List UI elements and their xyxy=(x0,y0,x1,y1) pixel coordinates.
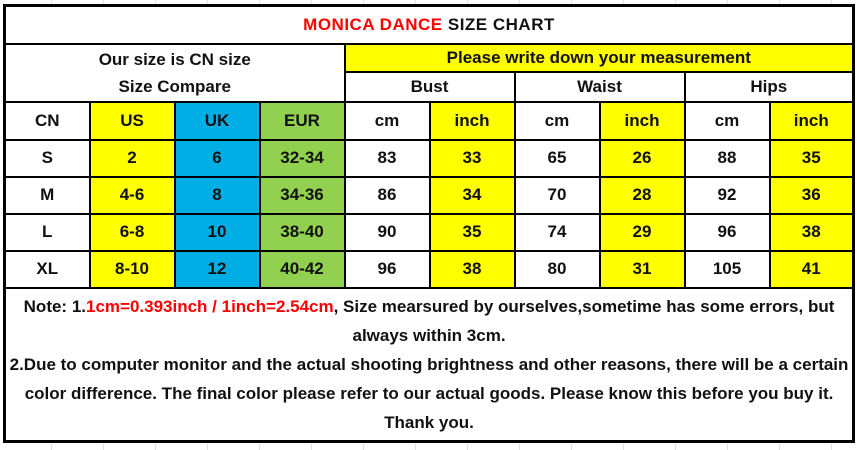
size-cell: 83 xyxy=(343,138,431,178)
size-cell: M xyxy=(3,175,91,215)
size-cell: 32-34 xyxy=(258,138,346,178)
col-header-bust-cm: cm xyxy=(343,100,431,141)
size-cell: S xyxy=(3,138,91,178)
note-section: Note: 1.1cm=0.393inch / 1inch=2.54cm, Si… xyxy=(3,286,855,443)
size-cell: 34-36 xyxy=(258,175,346,215)
size-cell: 6-8 xyxy=(88,212,176,252)
size-cell: 8-10 xyxy=(88,249,176,289)
size-cell: 34 xyxy=(428,175,516,215)
note-paragraph-2: 2.Due to computer monitor and the actual… xyxy=(9,354,849,432)
size-cell: 38-40 xyxy=(258,212,346,252)
size-cell: 28 xyxy=(598,175,686,215)
chart-title: MONICA DANCE SIZE CHART xyxy=(3,4,855,45)
size-cell: 90 xyxy=(343,212,431,252)
size-cell: 70 xyxy=(513,175,601,215)
table-row-m: M 4-6 8 34-36 86 34 70 28 92 36 xyxy=(3,175,855,215)
size-cell: XL xyxy=(3,249,91,289)
col-header-bust-inch: inch xyxy=(428,100,516,141)
size-cell: 38 xyxy=(428,249,516,289)
table-row-l: L 6-8 10 38-40 90 35 74 29 96 38 xyxy=(3,212,855,252)
size-cell: 86 xyxy=(343,175,431,215)
note-conversion-formula: 1cm=0.393inch / 1inch=2.54cm xyxy=(86,296,334,316)
size-cell: 10 xyxy=(173,212,261,252)
col-header-cn: CN xyxy=(3,100,91,141)
measurement-banner: Please write down your measurement xyxy=(343,42,855,73)
col-header-waist-inch: inch xyxy=(598,100,686,141)
size-cell: 65 xyxy=(513,138,601,178)
title-suffix: SIZE CHART xyxy=(442,14,555,34)
size-cell: 31 xyxy=(598,249,686,289)
size-cell: 8 xyxy=(173,175,261,215)
size-cell: 96 xyxy=(683,212,771,252)
size-cell: 26 xyxy=(598,138,686,178)
table-row-s: S 2 6 32-34 83 33 65 26 88 35 xyxy=(3,138,855,178)
col-header-uk: UK xyxy=(173,100,261,141)
col-header-waist-cm: cm xyxy=(513,100,601,141)
col-header-hips-cm: cm xyxy=(683,100,771,141)
col-header-hips-inch: inch xyxy=(768,100,855,141)
group-header-hips: Hips xyxy=(683,70,855,103)
size-cell: 74 xyxy=(513,212,601,252)
size-cell: 92 xyxy=(683,175,771,215)
size-cell: 96 xyxy=(343,249,431,289)
note-measure-disclaimer: , Size mearsured by ourselves,sometime h… xyxy=(333,296,835,345)
brand-name: MONICA DANCE xyxy=(303,14,443,34)
note-prefix: Note: 1. xyxy=(23,296,86,316)
size-cell: 88 xyxy=(683,138,771,178)
size-cell: 12 xyxy=(173,249,261,289)
size-cell: 33 xyxy=(428,138,516,178)
size-cell: 105 xyxy=(683,249,771,289)
group-header-bust: Bust xyxy=(343,70,516,103)
size-cell: 41 xyxy=(768,249,855,289)
size-cell: 2 xyxy=(88,138,176,178)
size-cell: L xyxy=(3,212,91,252)
size-chart-table: MONICA DANCE SIZE CHART Our size is CN s… xyxy=(3,4,856,443)
size-cell: 38 xyxy=(768,212,855,252)
group-header-waist: Waist xyxy=(513,70,686,103)
col-header-eur: EUR xyxy=(258,100,346,141)
left-header-line2: Size Compare xyxy=(118,76,231,96)
size-cell: 80 xyxy=(513,249,601,289)
size-cell: 29 xyxy=(598,212,686,252)
size-cell: 36 xyxy=(768,175,855,215)
col-header-us: US xyxy=(88,100,176,141)
left-section-header: Our size is CN size Size Compare xyxy=(3,42,346,103)
size-cell: 40-42 xyxy=(258,249,346,289)
table-row-xl: XL 8-10 12 40-42 96 38 80 31 105 41 xyxy=(3,249,855,289)
size-cell: 35 xyxy=(428,212,516,252)
size-cell: 35 xyxy=(768,138,855,178)
size-cell: 4-6 xyxy=(88,175,176,215)
left-header-line1: Our size is CN size xyxy=(98,49,251,69)
note-paragraph-1: Note: 1.1cm=0.393inch / 1inch=2.54cm, Si… xyxy=(7,292,852,350)
size-cell: 6 xyxy=(173,138,261,178)
